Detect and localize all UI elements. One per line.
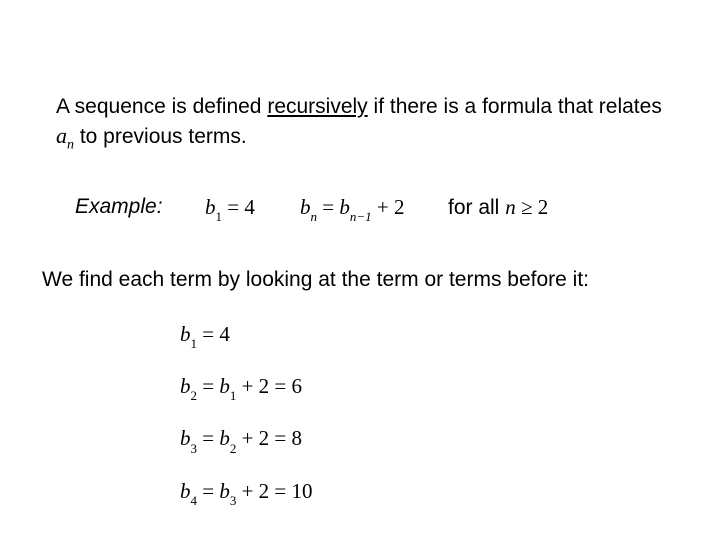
forall-var: n [505, 195, 516, 219]
t4-sub1: 4 [191, 493, 198, 508]
t2-rhs: + 2 = 6 [236, 374, 302, 398]
an-var: a [56, 123, 67, 148]
t4-sub2: 3 [230, 493, 237, 508]
t1-sub: 1 [191, 336, 198, 351]
t1-rhs: = 4 [197, 322, 230, 346]
intro-paragraph: A sequence is defined recursively if the… [56, 93, 666, 156]
t3-sub2: 2 [230, 441, 237, 456]
t1-var: b [180, 322, 191, 346]
forall-text: for all [448, 196, 505, 219]
example-forall: for all n ≥ 2 [448, 195, 548, 220]
t3-var1: b [180, 426, 191, 450]
eq1-var: b [205, 195, 216, 219]
explain-text: We find each term by looking at the term… [42, 268, 682, 292]
example-eq1: b1 = 4 [205, 195, 255, 223]
intro-underlined: recursively [267, 95, 367, 118]
t3-eq: = [197, 426, 219, 450]
an-term: an [56, 123, 74, 148]
eq2-eq: = [317, 195, 339, 219]
eq1-rhs: = 4 [222, 195, 255, 219]
t3-sub1: 3 [191, 441, 198, 456]
t3-rhs: + 2 = 8 [236, 426, 302, 450]
t2-var1: b [180, 374, 191, 398]
t4-eq: = [197, 479, 219, 503]
term-line-2: b2 = b1 + 2 = 6 [180, 374, 313, 402]
t2-sub2: 1 [230, 388, 237, 403]
t2-sub1: 2 [191, 388, 198, 403]
eq2-var2: b [339, 195, 350, 219]
term-line-1: b1 = 4 [180, 322, 313, 350]
eq2-sub2: n−1 [350, 209, 372, 224]
t2-var2: b [219, 374, 230, 398]
forall-rhs: ≥ 2 [516, 195, 549, 219]
intro-mid: if there is a formula that relates [368, 95, 662, 118]
t4-rhs: + 2 = 10 [236, 479, 312, 503]
example-label: Example: [75, 195, 163, 218]
an-sub: n [67, 138, 74, 153]
t4-var2: b [219, 479, 230, 503]
t3-var2: b [219, 426, 230, 450]
eq1-sub: 1 [216, 209, 223, 224]
eq2-var1: b [300, 195, 311, 219]
slide: A sequence is defined recursively if the… [0, 0, 720, 540]
term-line-4: b4 = b3 + 2 = 10 [180, 479, 313, 507]
t4-var1: b [180, 479, 191, 503]
intro-suffix: to previous terms. [74, 125, 247, 148]
intro-prefix: A sequence is defined [56, 95, 267, 118]
eq2-rhs: + 2 [372, 195, 405, 219]
terms-block: b1 = 4 b2 = b1 + 2 = 6 b3 = b2 + 2 = 8 b… [180, 322, 313, 531]
term-line-3: b3 = b2 + 2 = 8 [180, 426, 313, 454]
t2-eq: = [197, 374, 219, 398]
example-eq2: bn = bn−1 + 2 [300, 195, 404, 223]
eq2-sub1: n [311, 209, 318, 224]
